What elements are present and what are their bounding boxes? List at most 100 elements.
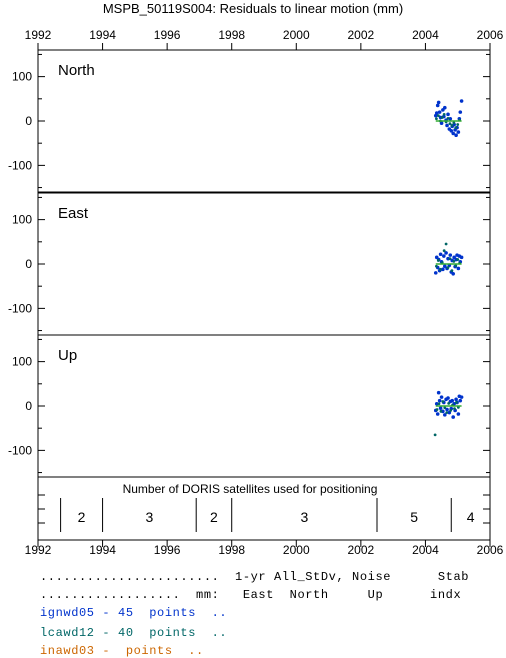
y-tick-label: 0 [25,114,32,128]
panel-up: Up 100 0 -100 [8,334,491,478]
panel-east: East 100 0 -100 [8,192,491,336]
data-point-ignwd05 [437,110,442,114]
legend-row-ignwd05: ignwd05 - 45 points .. [40,606,228,620]
y-tick-label: -100 [8,301,32,315]
data-point-lcawd12 [446,116,450,120]
satellite-count-label: 3 [145,509,153,525]
data-point-ignwd05 [434,401,439,406]
data-point-lcawd12 [435,264,438,268]
data-point-ignwd05 [438,406,443,411]
satellite-count-label: 5 [410,509,418,525]
data-point-lcawd12 [450,269,454,273]
panel-frame [37,49,491,193]
panel-frame [37,334,491,478]
data-point-lcawd12 [453,407,456,411]
satellite-count-label: 4 [467,509,475,525]
data-point-lcawd12 [454,264,458,268]
data-point-lcawd12 [454,126,458,130]
panel-north: North 100 0 -100 [8,49,491,193]
data-point-lcawd12 [443,406,447,410]
data-point-lcawd12 [452,121,456,125]
data-point-ignwd05 [458,398,463,403]
data-point-ignwd05 [446,112,450,117]
satellite-panel: Number of DORIS satellites used for posi… [37,476,491,541]
data-point-ignwd05 [443,413,447,417]
data-point-lcawd12 [439,409,443,413]
legend-row-lcawd12: lcawd12 - 40 points .. [40,626,228,640]
bottom-x-tick-label: 2006 [477,543,504,557]
data-point-lcawd12 [455,401,458,404]
y-tick-label: 100 [12,355,32,369]
data-point-ignwd05 [451,415,455,419]
bottom-x-tick-label: 1994 [89,543,116,557]
data-point-ignwd05 [436,390,441,395]
data-point-lcawd12 [433,433,437,437]
bottom-x-tick-label: 2004 [412,543,439,557]
data-point-ignwd05 [459,395,464,399]
data-point-ignwd05 [445,407,449,412]
data-point-lcawd12 [445,411,449,415]
data-point-ignwd05 [443,264,447,269]
data-point-ignwd05 [454,133,458,137]
chart-title: MSPB_50119S004: Residuals to linear moti… [103,1,403,16]
panel-label: Up [58,347,77,364]
bottom-x-axis: 1992 1994 1996 1998 2000 2002 2004 2006 [25,540,504,557]
data-point-ignwd05 [446,396,450,400]
legend-row-inawd03: inawd03 - points .. [40,644,204,658]
data-point-ignwd05 [439,395,444,399]
data-point-ignwd05 [443,105,447,110]
y-tick-label: 0 [25,257,32,271]
top-x-tick-label: 1992 [25,28,52,42]
top-x-tick-label: 2000 [283,28,310,42]
data-point-lcawd12 [446,266,450,269]
satellite-count-label: 2 [210,509,218,525]
panel-frame [37,192,491,336]
residual-panels: North 100 0 -100 East 100 0 -100 Up 100 0 -100 [8,49,491,478]
panel-label: East [58,205,89,222]
data-point-ignwd05 [438,252,443,257]
y-tick-label: -100 [8,158,32,172]
data-point-ignwd05 [459,255,464,260]
data-point-ignwd05 [456,266,461,271]
data-point-ignwd05 [441,267,445,272]
data-point-ignwd05 [444,251,448,255]
data-point-ignwd05 [451,271,455,276]
y-tick-label: 100 [12,213,32,227]
top-x-tick-label: 2006 [477,28,504,42]
data-point-ignwd05 [459,99,464,103]
data-point-lcawd12 [436,259,440,262]
data-point-lcawd12 [449,409,453,412]
legend-header-1: ....................... 1-yr All_StDv, N… [40,570,470,584]
top-x-axis: 1992 1994 1996 1998 2000 2002 2004 2006 [25,28,504,50]
data-point-ignwd05 [433,271,438,275]
data-point-lcawd12 [438,267,442,271]
data-point-ignwd05 [454,397,458,402]
data-point-lcawd12 [442,112,446,116]
satellite-count-label: 2 [78,509,86,525]
data-point-ignwd05 [449,128,454,133]
data-point-lcawd12 [450,124,454,127]
data-point-lcawd12 [436,114,440,118]
satellite-panel-title: Number of DORIS satellites used for posi… [123,482,378,496]
data-point-ignwd05 [456,412,461,416]
data-point-lcawd12 [447,401,451,405]
data-point-lcawd12 [435,117,438,121]
data-point-ignwd05 [456,130,461,134]
y-tick-label: -100 [8,443,32,457]
top-x-tick-label: 1996 [154,28,181,42]
top-x-tick-label: 2002 [348,28,375,42]
data-point-lcawd12 [456,123,460,126]
data-point-ignwd05 [445,123,449,128]
bottom-x-tick-label: 2000 [283,543,310,557]
data-point-lcawd12 [440,116,444,119]
data-point-lcawd12 [456,258,460,261]
data-point-ignwd05 [448,253,453,257]
data-point-ignwd05 [450,398,455,403]
panel-label: North [58,62,95,79]
data-point-ignwd05 [442,254,446,258]
data-point-lcawd12 [448,257,452,261]
data-point-ignwd05 [436,100,441,105]
data-point-lcawd12 [444,242,448,246]
satellite-count-label: 3 [300,509,308,525]
bottom-x-tick-label: 1992 [25,543,52,557]
